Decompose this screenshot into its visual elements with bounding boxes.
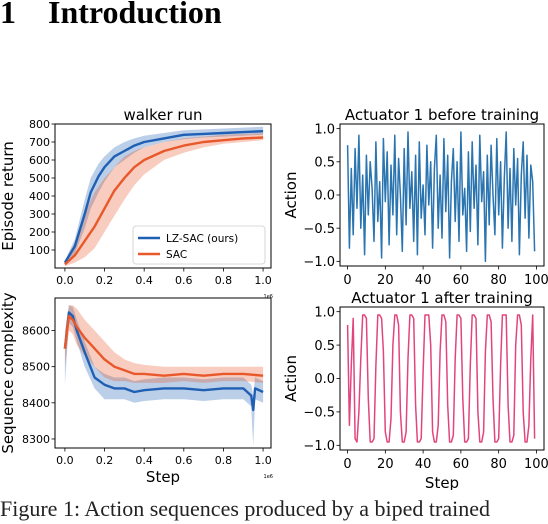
series-complexity-0-band [64,305,264,447]
chart-return: 0.0 0.2 0.4 0.6 0.8 1.0 100 200 300 400 500 600 700 8… [0,106,273,300]
x-offset-label: 1e6 [264,474,273,480]
series-after-0-line [346,314,536,443]
chart-title: walker run [123,106,202,124]
x-tick-label: 80 [490,457,507,472]
y-tick-label: −0.5 [303,406,335,421]
y-tick-label: 400 [29,190,50,203]
x-tick-label: 0.6 [175,454,193,467]
x-tick-label: 0.8 [215,454,233,467]
chart-title: Actuator 1 after training [351,289,533,307]
y-axis-label: Episode return [0,141,17,251]
y-axis-label: Action [282,355,300,402]
x-tick-label: 0.0 [56,454,74,467]
x-tick-label: 0.2 [96,274,114,287]
x-tick-label: 0 [343,273,351,288]
x-tick-label: 0 [343,457,351,472]
legend-label: SAC [166,249,187,261]
plot-frame [54,297,272,449]
x-tick-label: 20 [377,457,394,472]
y-tick-label: 600 [29,154,50,167]
y-tick-label: −0.5 [303,222,335,237]
y-tick-label: 0.0 [314,372,335,387]
y-tick-label: 800 [29,118,50,131]
x-tick-label: 0.6 [175,274,193,287]
x-tick-label: 40 [415,273,432,288]
figure-caption: Figure 1: Action sequences produced by a… [0,496,490,521]
y-tick-label: 0.5 [314,156,335,171]
y-tick-label: 8400 [22,397,50,410]
figure: 0.0 0.2 0.4 0.6 0.8 1.01002003004005006007008… [0,106,548,490]
plot-area [63,305,264,447]
y-tick-label: −1.0 [303,439,335,454]
y-tick-label: 0.5 [314,339,335,354]
plot-area [346,131,536,263]
x-tick-label: 40 [415,457,432,472]
x-tick-label: 60 [453,273,470,288]
series-complexity-1-line [63,314,264,377]
y-tick-label: 1.0 [314,305,335,320]
series-complexity-0-line [63,311,264,412]
y-tick-label: 8300 [22,433,50,446]
y-tick-label: 700 [29,136,50,149]
x-tick-label: 60 [453,457,470,472]
plot-area [346,314,536,443]
chart-after: 0 20 40 60 80 100 −1.0 −0.5 0.0 0.5 1.0 Actuator 1 … [282,289,548,490]
y-tick-label: 1.0 [314,122,335,137]
x-axis-label: Step [146,468,180,486]
section-number: 1 [0,0,16,30]
plot-area [63,126,264,267]
y-axis-label: Sequence complexity [0,292,17,453]
y-tick-label: 0.0 [314,189,335,204]
y-tick-label: 500 [29,172,50,185]
chart-before: 0 20 40 60 80 100 −1.0 −0.5 0.0 0.5 1.0 Actuator 1 … [282,106,548,288]
x-tick-label: 0.2 [96,454,114,467]
x-tick-label: 1.0 [254,454,272,467]
x-offset-label: 1e6 [264,294,273,300]
series-before-0-line [346,131,536,263]
x-axis-label: Step [425,474,459,490]
y-tick-label: −1.0 [303,255,335,270]
y-tick-label: 8600 [22,324,50,337]
x-tick-label: 100 [524,457,548,472]
x-tick-label: 0.4 [135,274,153,287]
x-tick-label: 20 [377,273,394,288]
x-tick-label: 0.4 [135,454,153,467]
y-tick-label: 200 [29,226,50,239]
y-tick-label: 300 [29,208,50,221]
x-tick-label: 0.8 [215,274,233,287]
section-heading: 1 Introduction [0,0,222,31]
x-tick-label: 100 [524,273,548,288]
x-tick-label: 80 [490,273,507,288]
legend: LZ-SAC (ours) SAC [132,225,266,265]
x-tick-label: 1.0 [254,274,272,287]
section-title: Introduction [48,0,222,30]
chart-title: Actuator 1 before training [345,106,539,124]
series-return-1-band [64,133,264,267]
legend-box [132,225,266,265]
series-return-1-line [64,136,264,266]
series-return-0-band [64,126,264,265]
legend-label: LZ-SAC (ours) [166,233,238,245]
y-axis-label: Action [282,172,300,219]
series-return-0-line [63,130,264,264]
y-tick-label: 8500 [22,361,50,374]
x-tick-label: 0.0 [56,274,74,287]
y-tick-label: 100 [29,244,50,257]
chart-complexity: 0.0 0.2 0.4 0.6 0.8 1.0 8300 8400 8500 8600 1e6 Seq… [0,292,273,486]
series-complexity-1-band [64,305,264,383]
